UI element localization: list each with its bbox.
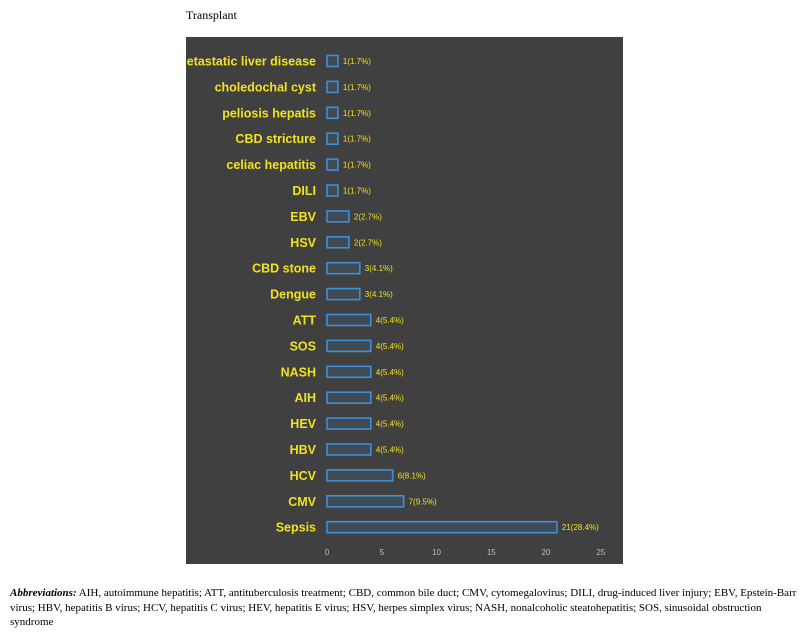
bar-ebv [326,210,350,223]
bar-att [326,313,372,327]
value-label: 1(1.7%) [343,187,371,196]
category-label: celiac hepatitis [226,158,316,172]
abbreviations-text: AIH, autoimmune hepatitis; ATT, antitube… [10,587,797,628]
x-tick-label: 25 [596,548,605,557]
category-label: ATT [293,314,317,328]
value-label: 3(4.1%) [365,290,393,299]
category-label: CBD stone [252,262,316,276]
x-tick-label: 15 [487,548,496,557]
bar-hev [326,417,372,430]
bar-celiac-hepatitis [326,158,339,171]
value-label: 3(4.1%) [365,264,393,273]
value-label: 1(1.7%) [343,135,371,144]
x-tick-label: 0 [325,548,330,557]
value-label: 1(1.7%) [343,57,371,66]
value-label: 7(9.5%) [409,497,437,506]
labels-layer: metastatic liver disease 1(1.7%) choledoch… [186,55,599,535]
chart-panel: metastatic liver disease 1(1.7%) choledoch… [186,37,623,564]
bar-cbd-stone [326,261,361,275]
bar-hsv [326,236,350,249]
category-label: DILI [292,184,316,198]
category-label: choledochal cyst [215,80,317,94]
bar-nash [326,365,372,379]
bar-metastatic-liver-disease [326,54,339,68]
bar-hcv [326,469,394,482]
value-label: 4(5.4%) [376,368,404,377]
x-tick-label: 5 [380,548,385,557]
bar-cbd-stricture [326,132,339,145]
value-label: 4(5.4%) [376,316,404,325]
value-label: 4(5.4%) [376,394,404,403]
value-label: 21(28.4%) [562,523,599,532]
category-label: SOS [290,339,316,353]
bar-choledochal-cyst [326,80,339,94]
bar-dengue [326,287,361,301]
bar-dili [326,184,339,197]
category-label: AIH [294,391,316,405]
x-tick-label: 10 [432,548,441,557]
category-label: Sepsis [276,521,316,535]
value-label: 2(2.7%) [354,212,382,221]
value-label: 4(5.4%) [376,342,404,351]
category-label: Dengue [270,288,316,302]
bar-sepsis [326,520,558,534]
category-label: metastatic liver disease [186,55,316,69]
abbreviations-footnote: Abbreviations: AIH, autoimmune hepatitis… [10,586,805,630]
value-label: 4(5.4%) [376,446,404,455]
bar-aih [326,391,372,405]
value-label: 4(5.4%) [376,420,404,429]
category-label: HSV [290,236,316,250]
figure-title: Transplant [186,8,237,22]
category-label: NASH [281,365,316,379]
category-label: HBV [290,443,317,457]
x-tick-label: 20 [542,548,551,557]
bar-chart: metastatic liver disease 1(1.7%) choledoch… [186,54,606,558]
category-label: EBV [290,210,316,224]
bar-sos [326,339,372,353]
category-label: HEV [290,417,316,431]
bars-layer [326,54,558,534]
category-label: CBD stricture [235,132,316,146]
bar-peliosis-hepatis [326,106,339,120]
bar-cmv [326,494,405,508]
category-label: CMV [288,495,316,509]
value-label: 1(1.7%) [343,161,371,170]
category-label: HCV [290,469,317,483]
value-label: 1(1.7%) [343,109,371,118]
abbreviations-label: Abbreviations: [10,587,77,599]
category-label: peliosis hepatis [222,106,316,120]
bar-hbv [326,443,372,456]
value-label: 1(1.7%) [343,83,371,92]
value-label: 2(2.7%) [354,238,382,247]
ticks-layer: 0 5 10 15 20 25 [325,548,606,557]
value-label: 6(8.1%) [398,471,426,480]
